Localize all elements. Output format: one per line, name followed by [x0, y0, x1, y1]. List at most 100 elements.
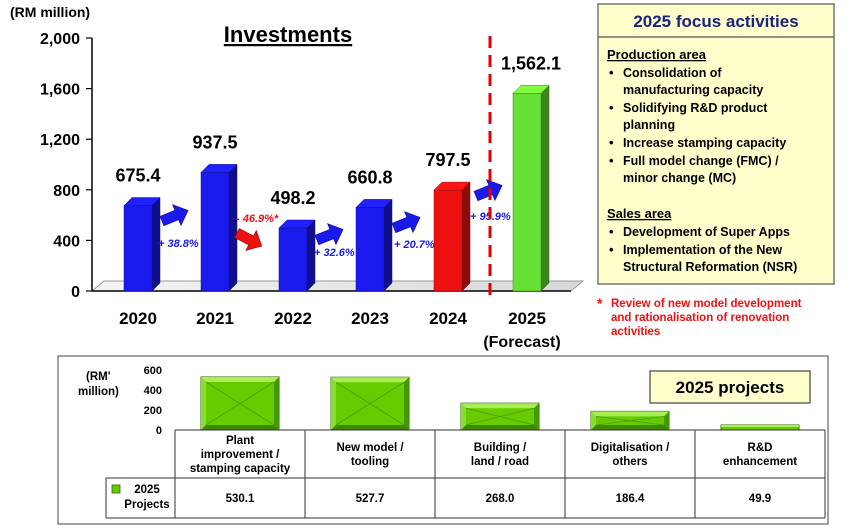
focus-item-text: manufacturing capacity	[623, 83, 763, 97]
project-bar-diagonal	[465, 407, 535, 426]
focus-item-text: minor change (MC)	[623, 171, 736, 185]
x-tick-label: 2025	[508, 309, 546, 328]
category-label: land / road	[471, 456, 529, 468]
focus-item-text: Development of Super Apps	[623, 225, 790, 239]
footnote-text: Review of new model development	[611, 298, 802, 310]
project-bar	[720, 424, 800, 431]
footnote-text: activities	[611, 326, 660, 338]
bar-2021	[200, 163, 238, 292]
project-bar-bevel	[461, 403, 539, 409]
projects-y-tick-label: 400	[144, 385, 162, 397]
growth-label: + 38.8%	[158, 238, 199, 250]
bullet-icon: •	[609, 224, 614, 239]
bar-2024	[433, 181, 471, 292]
growth-label: + 20.7%	[394, 239, 435, 251]
footnote-marker: *	[597, 295, 603, 311]
bar-2020	[123, 196, 161, 292]
bar-2025-front	[512, 93, 542, 292]
focus-item-text: Consolidation of	[623, 66, 722, 80]
bar-2023	[355, 198, 393, 292]
project-bar-bevel	[664, 411, 669, 430]
project-bar	[460, 402, 540, 431]
focus-item-text: Solidifying R&D product	[623, 101, 768, 115]
growth-arrow-shape	[159, 204, 189, 227]
bar-2021-top	[200, 164, 238, 173]
project-bar-bevel	[591, 411, 669, 417]
y-axis-unit-label: (RM million)	[10, 4, 90, 20]
data-label: 937.5	[192, 132, 237, 152]
growth-arrow-icon	[314, 223, 344, 246]
bar-2025-top	[512, 85, 550, 94]
project-bar-bevel	[201, 376, 279, 382]
project-bar	[330, 376, 410, 431]
bullet-icon: •	[609, 135, 614, 150]
project-bar-bevel	[721, 425, 799, 428]
data-label: 660.8	[347, 167, 392, 187]
table-cell-value: 530.1	[226, 493, 255, 505]
focus-section-heading: Production area	[607, 47, 707, 62]
x-tick-label: 2022	[274, 309, 312, 328]
growth-arrow-shape	[391, 211, 421, 234]
table-cell-value: 527.7	[356, 493, 385, 505]
data-label: 498.2	[270, 188, 315, 208]
project-bar-bevel	[461, 403, 466, 430]
y-tick-label: 800	[53, 183, 80, 200]
table-cell-value: 268.0	[486, 493, 515, 505]
growth-arrow-shape	[473, 179, 503, 202]
projects-y-tick-label: 200	[144, 405, 162, 417]
bar-2023-top	[355, 199, 393, 208]
bar-2021-front	[200, 172, 230, 292]
y-tick-label: 400	[53, 233, 80, 250]
bar-2022-top	[278, 219, 316, 229]
data-label: 1,562.1	[501, 53, 561, 73]
table-cell-value: 49.9	[749, 493, 771, 505]
project-bar-bevel	[201, 425, 279, 430]
bar-2020-front	[123, 205, 153, 292]
forecast-label: (Forecast)	[483, 334, 560, 351]
focus-item-text: Increase stamping capacity	[623, 136, 786, 150]
focus-section-heading: Sales area	[607, 206, 672, 221]
project-bar-bevel	[331, 425, 409, 430]
projects-section: (RM' million) 0 200 400 600 2025 projects Pl…	[57, 355, 829, 525]
projects-unit-label: (RM'	[86, 371, 111, 383]
y-tick-label: 0	[71, 284, 80, 301]
chart-title: Investments	[224, 22, 352, 47]
bar-2024-side	[461, 181, 471, 292]
focus-item-text: Structural Reformation (NSR)	[623, 260, 797, 274]
projects-y-tick-label: 600	[144, 365, 162, 377]
data-label: 797.5	[425, 150, 470, 170]
focus-box-title: 2025 focus activities	[633, 12, 798, 31]
legend-label: 2025	[134, 484, 160, 496]
project-bar-bevel	[591, 411, 596, 430]
focus-box-frame	[597, 3, 835, 285]
focus-item-text: Implementation of the New	[623, 243, 782, 257]
category-label: improvement /	[201, 449, 280, 461]
category-label: tooling	[351, 456, 389, 468]
y-tick-label: 2,000	[40, 31, 80, 48]
focus-activities-box: 2025 focus activities Production area • Co…	[597, 3, 835, 285]
bar-2020-top	[123, 197, 161, 206]
y-tick-label: 1,200	[40, 132, 80, 149]
category-label: New model /	[336, 442, 404, 454]
project-bar-bevel	[201, 376, 206, 430]
project-bar-bevel	[331, 377, 409, 383]
footnote-text: and rationalisation of renovation	[611, 312, 789, 324]
growth-arrow-icon	[234, 228, 263, 251]
project-bar-diagonal	[595, 415, 665, 426]
project-bar	[590, 410, 670, 431]
bullet-icon: •	[609, 242, 614, 257]
project-bar-bevel	[404, 377, 409, 430]
growth-arrow-icon	[391, 211, 421, 234]
projects-title: 2025 projects	[676, 378, 785, 397]
category-label: others	[612, 456, 647, 468]
focus-item-text: planning	[623, 118, 675, 132]
bullet-icon: •	[609, 153, 614, 168]
bar-2022-front	[278, 227, 308, 292]
bar-2024-top	[433, 181, 471, 191]
category-label: stamping capacity	[190, 463, 291, 475]
project-bar-bevel	[274, 376, 279, 430]
bar-2025	[512, 84, 550, 292]
project-bar-bevel	[331, 377, 336, 430]
x-tick-label: 2021	[196, 309, 234, 328]
bar-2025-side	[540, 84, 550, 292]
